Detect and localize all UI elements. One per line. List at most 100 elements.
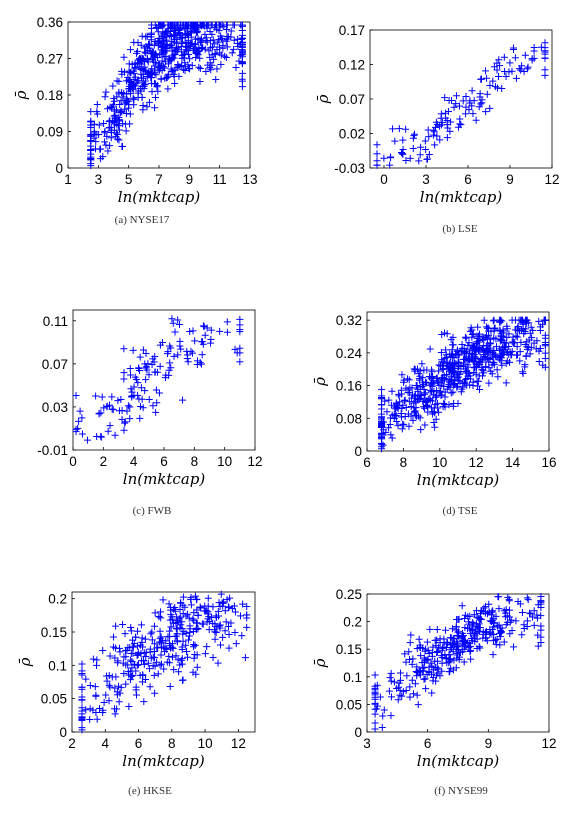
scatter-point <box>86 705 94 713</box>
scatter-point <box>202 68 210 76</box>
scatter-point <box>155 638 163 646</box>
y-tick-label: 0 <box>55 161 63 176</box>
scatter-point <box>76 407 84 415</box>
scatter-point <box>132 375 140 383</box>
scatter-point <box>514 322 522 330</box>
scatter-point <box>112 622 120 630</box>
scatter-point <box>234 42 242 50</box>
scatter-point <box>176 63 184 71</box>
scatter-point <box>525 609 533 617</box>
scatter-point <box>231 629 239 637</box>
scatter-point <box>236 328 244 336</box>
scatter-point <box>227 27 235 35</box>
scatter-point <box>145 665 153 673</box>
scatter-point <box>383 408 391 416</box>
scatter-point <box>420 366 428 374</box>
scatter-point <box>388 434 396 442</box>
scatter-point <box>438 667 446 675</box>
scatter-point <box>398 692 406 700</box>
scatter-point <box>449 402 457 410</box>
scatter-point <box>144 360 152 368</box>
scatter-point <box>466 639 474 647</box>
scatter-point <box>232 640 240 648</box>
scatter-point <box>137 384 145 392</box>
scatter-point <box>164 70 172 78</box>
scatter-point <box>104 147 112 155</box>
scatter-point <box>127 623 135 631</box>
scatter-point <box>458 340 466 348</box>
scatter-point <box>508 67 516 75</box>
scatter-point <box>437 652 445 660</box>
scatter-point <box>503 334 511 342</box>
scatter-point <box>397 413 405 421</box>
scatter-point <box>541 340 549 348</box>
scatter-point <box>445 401 453 409</box>
scatter-point <box>151 647 159 655</box>
scatter-point <box>415 667 423 675</box>
scatter-point <box>109 101 117 109</box>
scatter-point <box>492 640 500 648</box>
scatter-point <box>78 715 86 723</box>
scatter-point <box>135 395 143 403</box>
scatter-point <box>219 633 227 641</box>
scatter-point <box>398 371 406 379</box>
scatter-point <box>231 345 239 353</box>
scatter-point <box>419 374 427 382</box>
scatter-point <box>433 132 441 140</box>
scatter-point <box>135 364 143 372</box>
x-tick-label: 9 <box>186 172 194 187</box>
scatter-point <box>92 661 100 669</box>
scatter-point <box>431 423 439 431</box>
scatter-point <box>497 316 505 324</box>
scatter-point <box>387 669 395 677</box>
scatter-point <box>86 681 94 689</box>
scatter-point <box>216 624 224 632</box>
scatter-point <box>524 63 532 71</box>
scatter-point <box>201 602 209 610</box>
scatter-point <box>78 704 86 712</box>
scatter-point <box>459 97 467 105</box>
scatter-point <box>155 40 163 48</box>
scatter-point <box>508 347 516 355</box>
scatter-point <box>410 132 418 140</box>
scatter-point <box>441 109 449 117</box>
scatter-point <box>155 60 163 68</box>
scatter-point <box>414 385 422 393</box>
scatter-point <box>102 88 110 96</box>
scatter-point <box>479 607 487 615</box>
y-tick-label: 0.18 <box>37 88 63 103</box>
scatter-point <box>387 712 395 720</box>
scatter-point <box>461 614 469 622</box>
scatter-point <box>415 635 423 643</box>
scatter-point <box>74 424 82 432</box>
x-axis-label: ln(mktcap) <box>417 752 500 770</box>
scatter-point <box>158 660 166 668</box>
scatter-point <box>155 389 163 397</box>
scatter-point <box>512 74 520 82</box>
scatter-point <box>150 53 158 61</box>
scatter-point <box>200 323 208 331</box>
scatter-point <box>411 411 419 419</box>
scatter-point <box>498 624 506 632</box>
scatter-point <box>161 644 169 652</box>
scatter-point <box>111 710 119 718</box>
scatter-point <box>151 353 159 361</box>
scatter-point <box>164 348 172 356</box>
scatter-point <box>189 327 197 335</box>
scatter-point <box>198 351 206 359</box>
y-tick-label: 0.15 <box>336 642 362 657</box>
scatter-point <box>419 403 427 411</box>
scatter-point <box>142 49 150 57</box>
scatter-point <box>206 64 214 72</box>
scatter-point <box>397 669 405 677</box>
scatter-point <box>434 404 442 412</box>
scatter-point <box>373 150 381 158</box>
scatter-point <box>518 609 526 617</box>
x-tick-label: 6 <box>464 172 472 187</box>
scatter-point <box>177 43 185 51</box>
scatter-point <box>150 358 158 366</box>
scatter-point <box>422 685 430 693</box>
scatter-point <box>454 646 462 654</box>
scatter-point <box>168 643 176 651</box>
